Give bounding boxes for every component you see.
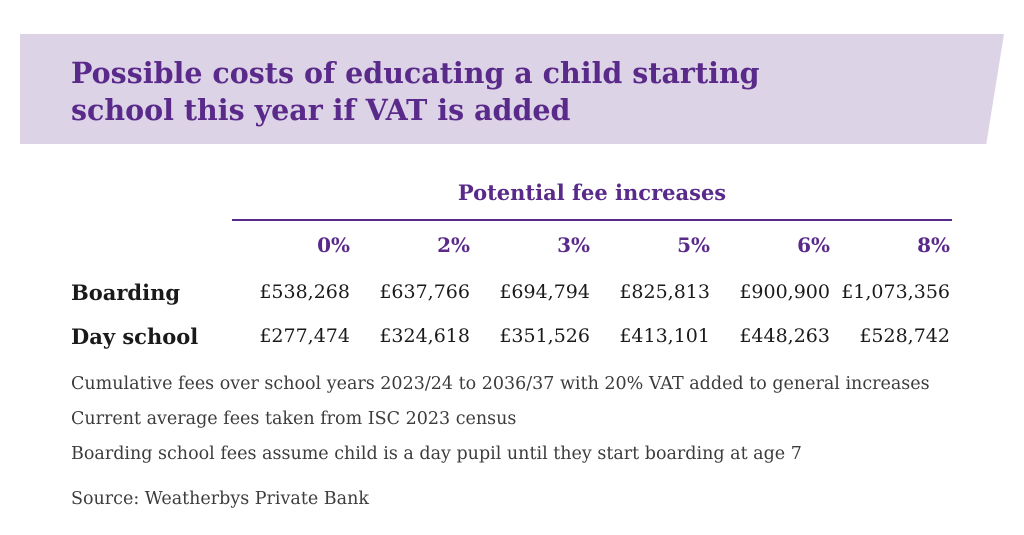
table-cell: £277,474 — [259, 325, 350, 347]
footnote-boarding-assumption: Boarding school fees assume child is a d… — [71, 444, 802, 464]
table-cell: £528,742 — [859, 325, 950, 347]
column-header: 8% — [917, 233, 950, 257]
table-cell: £448,263 — [739, 325, 830, 347]
column-header: 0% — [317, 233, 350, 257]
footnote-cumulative-fees: Cumulative fees over school years 2023/2… — [71, 374, 930, 394]
table-cell: £1,073,356 — [841, 281, 950, 303]
column-header: 3% — [557, 233, 590, 257]
title-line-1: Possible costs of educating a child star… — [71, 56, 760, 90]
table-cell: £538,268 — [259, 281, 350, 303]
row-label-day-school: Day school — [71, 324, 199, 349]
fee-increases-header: Potential fee increases — [457, 180, 727, 205]
table-cell: £825,813 — [619, 281, 710, 303]
page-title: Possible costs of educating a child star… — [71, 55, 791, 129]
header-rule — [232, 219, 952, 221]
table-cell: £324,618 — [379, 325, 470, 347]
table-cell: £694,794 — [499, 281, 590, 303]
source-note: Source: Weatherbys Private Bank — [71, 489, 369, 509]
table-cell: £900,900 — [739, 281, 830, 303]
table-cell: £413,101 — [619, 325, 710, 347]
title-line-2: school this year if VAT is added — [71, 93, 571, 127]
table-cell: £351,526 — [499, 325, 590, 347]
column-header: 5% — [677, 233, 710, 257]
row-label-boarding: Boarding — [71, 280, 181, 305]
column-header: 2% — [437, 233, 470, 257]
column-header: 6% — [797, 233, 830, 257]
footnote-average-fees: Current average fees taken from ISC 2023… — [71, 409, 517, 429]
title-banner — [20, 34, 1004, 144]
table-cell: £637,766 — [379, 281, 470, 303]
